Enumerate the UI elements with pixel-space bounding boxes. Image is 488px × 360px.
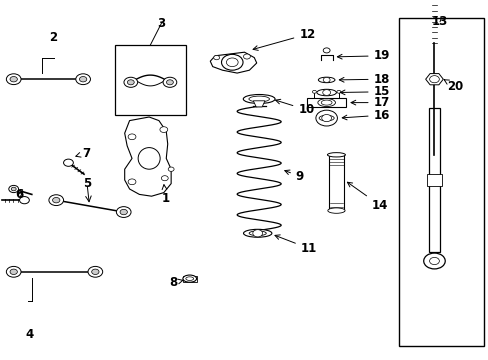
Text: 10: 10: [275, 99, 314, 116]
Circle shape: [10, 269, 18, 275]
Ellipse shape: [183, 275, 196, 282]
Bar: [306, 98, 346, 107]
Circle shape: [336, 90, 340, 93]
Circle shape: [53, 198, 60, 203]
Circle shape: [6, 74, 21, 85]
Text: 7: 7: [76, 147, 90, 159]
Ellipse shape: [248, 231, 265, 236]
Circle shape: [323, 77, 329, 82]
Text: 13: 13: [431, 15, 447, 28]
Text: 2: 2: [49, 31, 57, 44]
Ellipse shape: [316, 89, 336, 96]
Circle shape: [221, 54, 243, 70]
Text: 15: 15: [340, 85, 389, 98]
Circle shape: [323, 48, 329, 53]
Polygon shape: [210, 52, 256, 73]
Ellipse shape: [243, 229, 271, 237]
Text: 14: 14: [346, 182, 387, 212]
Circle shape: [312, 90, 316, 93]
Circle shape: [128, 134, 136, 140]
Ellipse shape: [319, 115, 333, 121]
Circle shape: [322, 90, 330, 95]
Text: 5: 5: [83, 177, 91, 190]
Circle shape: [252, 230, 262, 237]
Circle shape: [88, 266, 102, 277]
Text: 19: 19: [337, 49, 389, 62]
Circle shape: [243, 54, 250, 59]
Circle shape: [127, 80, 134, 85]
Circle shape: [49, 195, 63, 206]
Circle shape: [160, 127, 167, 132]
Text: 1: 1: [161, 185, 169, 204]
Circle shape: [423, 253, 444, 269]
Circle shape: [213, 55, 219, 60]
Circle shape: [120, 210, 127, 215]
Circle shape: [321, 114, 331, 122]
Polygon shape: [253, 101, 264, 107]
Circle shape: [63, 159, 73, 166]
Circle shape: [124, 77, 138, 87]
Ellipse shape: [327, 208, 345, 213]
Circle shape: [11, 187, 16, 191]
Circle shape: [429, 76, 438, 83]
Circle shape: [161, 176, 168, 181]
Text: 9: 9: [284, 170, 304, 183]
Ellipse shape: [318, 77, 334, 83]
Circle shape: [10, 77, 18, 82]
Text: 18: 18: [339, 73, 389, 86]
Circle shape: [315, 110, 337, 126]
Ellipse shape: [243, 95, 274, 104]
Circle shape: [9, 185, 19, 193]
Ellipse shape: [248, 96, 269, 102]
Ellipse shape: [138, 148, 160, 169]
Bar: [328, 155, 344, 211]
Bar: [115, 45, 185, 115]
Ellipse shape: [321, 100, 331, 105]
Text: 16: 16: [342, 109, 389, 122]
Polygon shape: [124, 117, 171, 196]
Ellipse shape: [327, 153, 345, 157]
Bar: [183, 276, 196, 282]
Polygon shape: [425, 73, 442, 85]
Circle shape: [79, 77, 87, 82]
Circle shape: [163, 77, 177, 87]
Text: 3: 3: [157, 17, 165, 30]
Circle shape: [6, 266, 21, 277]
Bar: [428, 108, 439, 252]
Text: 12: 12: [253, 28, 315, 50]
Text: 11: 11: [274, 235, 316, 255]
Circle shape: [116, 207, 131, 217]
Text: 20: 20: [443, 80, 463, 93]
Ellipse shape: [317, 99, 335, 107]
Ellipse shape: [185, 277, 193, 280]
Text: 4: 4: [25, 328, 33, 341]
Text: 17: 17: [350, 96, 389, 109]
Circle shape: [428, 257, 438, 265]
Text: 8: 8: [169, 276, 183, 289]
Bar: [427, 174, 441, 186]
Text: 6: 6: [16, 188, 23, 201]
Circle shape: [168, 167, 174, 171]
Circle shape: [20, 197, 29, 204]
Bar: [398, 18, 483, 346]
Circle shape: [128, 179, 136, 185]
Circle shape: [166, 80, 173, 85]
Circle shape: [226, 58, 238, 67]
Circle shape: [92, 269, 99, 275]
Circle shape: [76, 74, 90, 85]
